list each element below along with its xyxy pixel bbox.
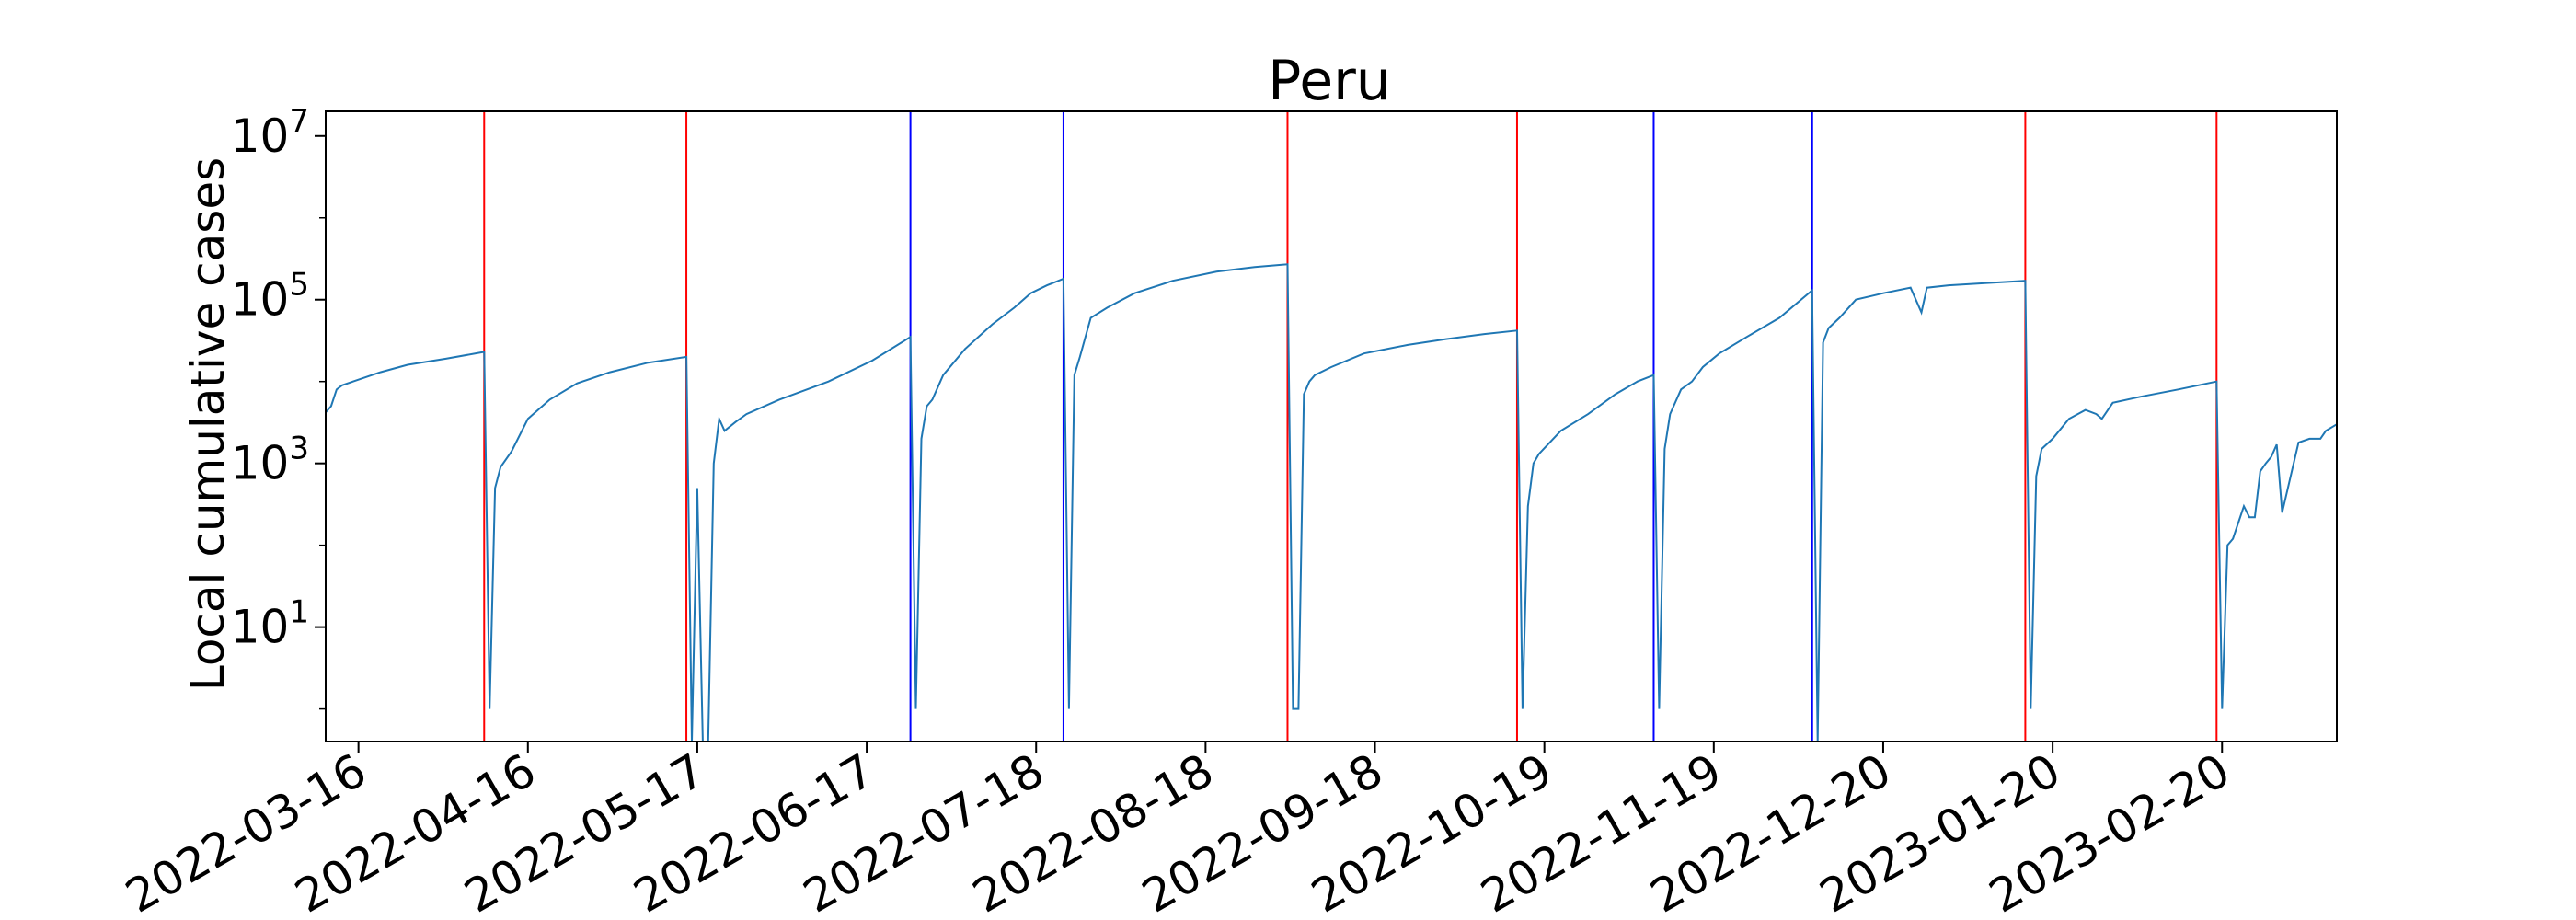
event-lines: [483, 111, 2218, 742]
series-line: [325, 263, 2338, 742]
chart-title: Peru: [1268, 49, 1391, 113]
y-tick-label-1: 101: [231, 594, 309, 654]
y-axis: 101 103 105 107: [231, 103, 326, 710]
y-axis-label: Local cumulative cases: [181, 157, 235, 691]
y-tick-label-2: 103: [231, 431, 309, 490]
plot-frame: [325, 110, 2338, 742]
x-axis: 2022-03-162022-04-162022-05-172022-06-17…: [117, 742, 2238, 920]
y-tick-label-4: 107: [231, 103, 309, 163]
y-tick-label-3: 105: [231, 267, 309, 327]
